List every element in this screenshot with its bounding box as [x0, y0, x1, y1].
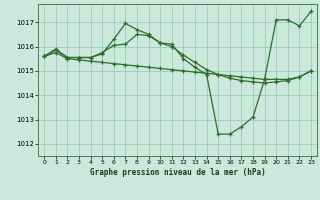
X-axis label: Graphe pression niveau de la mer (hPa): Graphe pression niveau de la mer (hPa) [90, 168, 266, 177]
